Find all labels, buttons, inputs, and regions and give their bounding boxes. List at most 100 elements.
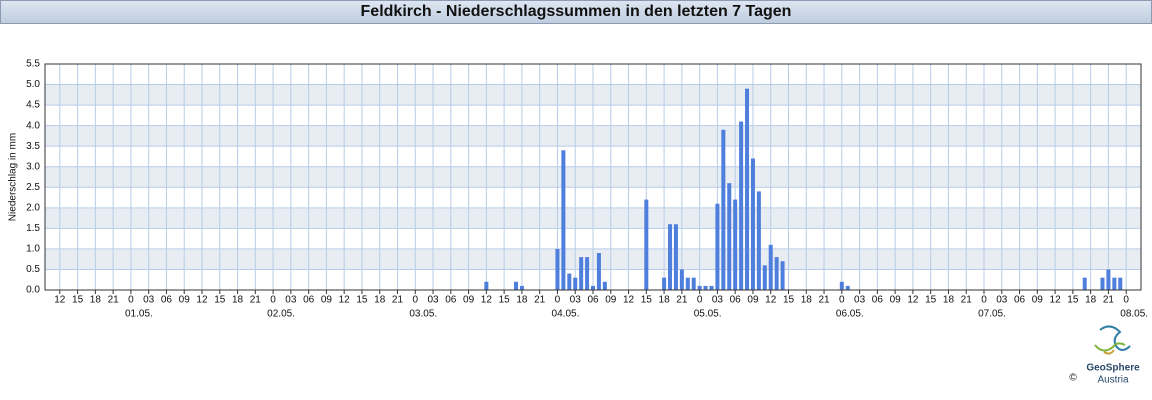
bar [1082, 277, 1087, 290]
x-tick-label: 0 [412, 295, 418, 306]
x-tick-label: 09 [321, 295, 333, 306]
x-tick-label: 15 [1067, 295, 1079, 306]
x-tick-label: 12 [765, 295, 777, 306]
y-tick-label: 5.5 [26, 59, 40, 70]
y-tick-label: 4.0 [26, 120, 40, 131]
bar [756, 191, 761, 290]
x-tick-label: 09 [605, 295, 617, 306]
date-label: 03.05. [409, 309, 437, 320]
x-tick-label: 21 [961, 295, 973, 306]
x-tick-label: 0 [270, 295, 276, 306]
bar [733, 199, 738, 290]
x-tick-label: 0 [697, 295, 703, 306]
y-tick-label: 0.5 [26, 264, 40, 275]
x-tick-label: 18 [374, 295, 386, 306]
x-tick-label: 18 [232, 295, 244, 306]
x-tick-label: 09 [179, 295, 191, 306]
x-tick-label: 12 [339, 295, 351, 306]
bar [567, 273, 572, 290]
logo: GeoSphere Austria © [1069, 325, 1140, 386]
x-tick-label: 03 [570, 295, 582, 306]
x-tick-label: 06 [872, 295, 884, 306]
logo-swirl [1103, 349, 1115, 355]
logo-sub: Austria [1097, 375, 1129, 386]
plot: 0.0 0.5 1.0 1.5 2.0 2.5 3.0 3.5 4.0 4.5 5.0 5.5 12 15… [26, 59, 1148, 320]
bar [555, 248, 560, 290]
bar [644, 199, 649, 290]
bar [709, 285, 714, 290]
x-tick-label: 09 [1032, 295, 1044, 306]
x-tick-label: 09 [747, 295, 759, 306]
bar [780, 261, 785, 290]
date-label: 06.05. [836, 309, 864, 320]
bar [513, 281, 518, 290]
x-tick-label: 21 [108, 295, 120, 306]
x-tick-label: 12 [907, 295, 919, 306]
bar [1106, 269, 1111, 290]
copyright: © [1069, 373, 1077, 384]
bar [673, 224, 678, 290]
bar [745, 88, 750, 291]
x-tick-label: 06 [730, 295, 742, 306]
bar [662, 277, 667, 290]
x-tick-label: 15 [72, 295, 84, 306]
date-label: 02.05. [267, 309, 295, 320]
x-tick-label: 18 [943, 295, 955, 306]
bar [679, 269, 684, 290]
bar [519, 285, 524, 290]
x-tick-label: 15 [641, 295, 653, 306]
bar [845, 285, 850, 290]
date-label: 04.05. [552, 309, 580, 320]
bar [768, 244, 773, 290]
x-tick-label: 18 [801, 295, 813, 306]
x-tick-label: 03 [285, 295, 297, 306]
bar [579, 257, 584, 290]
x-tick-label: 15 [499, 295, 511, 306]
logo-swirl [1099, 325, 1131, 351]
chart-title: Feldkirch - Niederschlagssummen in den l… [0, 0, 1152, 24]
y-tick-label: 0.0 [26, 285, 40, 296]
x-tick-label: 0 [839, 295, 845, 306]
x-tick-label: 18 [90, 295, 102, 306]
x-tick-label: 06 [445, 295, 457, 306]
logo-name: GeoSphere [1086, 363, 1140, 374]
date-label: 01.05. [125, 309, 153, 320]
x-tick-label: 21 [392, 295, 404, 306]
x-tick-label: 0 [981, 295, 987, 306]
x-tick-label: 09 [890, 295, 902, 306]
x-tick-label: 21 [1103, 295, 1115, 306]
logo-swirl [1094, 342, 1126, 352]
x-tick-label: 06 [587, 295, 599, 306]
bar [484, 281, 489, 290]
bar [762, 265, 767, 290]
date-label: 07.05. [978, 309, 1006, 320]
x-tick-label: 12 [196, 295, 208, 306]
bar [697, 285, 702, 290]
bar [602, 281, 607, 290]
x-tick-label: 12 [481, 295, 493, 306]
x-tick-label: 03 [854, 295, 866, 306]
bar [703, 285, 708, 290]
bar [839, 281, 844, 290]
y-tick-label: 4.5 [26, 100, 40, 111]
x-tick-label: 21 [818, 295, 830, 306]
y-tick-label: 2.5 [26, 182, 40, 193]
bar [561, 150, 566, 290]
bar [750, 158, 755, 290]
y-tick-label: 3.5 [26, 141, 40, 152]
bar [691, 277, 696, 290]
y-tick-label: 5.0 [26, 79, 40, 90]
bar [1100, 277, 1105, 290]
x-tick-label: 15 [356, 295, 368, 306]
x-tick-label: 06 [1014, 295, 1026, 306]
x-tick-label: 21 [534, 295, 546, 306]
bar [774, 257, 779, 290]
x-tick-label: 06 [161, 295, 173, 306]
x-tick-label: 21 [250, 295, 262, 306]
y-axis-label: Niederschlag in mm [8, 133, 19, 221]
bar [727, 183, 732, 290]
y-tick-label: 2.0 [26, 202, 40, 213]
bar [596, 253, 601, 290]
